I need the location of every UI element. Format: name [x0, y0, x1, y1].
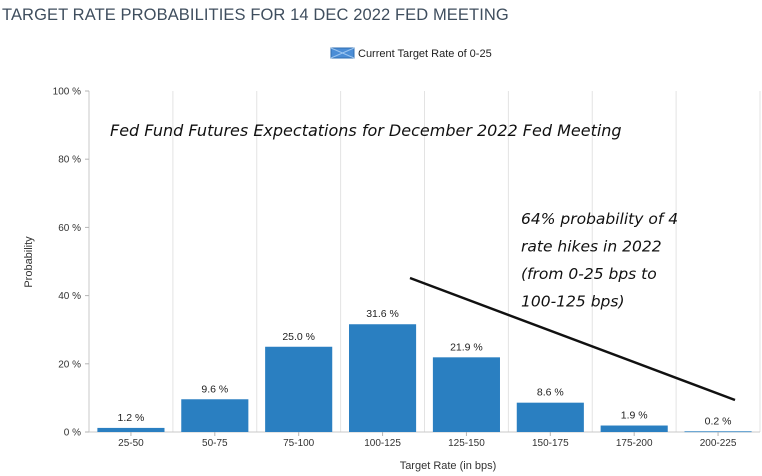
y-tick-label: 0 %: [64, 428, 81, 439]
annotation-headline: Fed Fund Futures Expectations for Decemb…: [110, 121, 622, 140]
annotation-note-line: rate hikes in 2022: [521, 238, 662, 256]
y-tick-label: 40 %: [58, 291, 81, 302]
x-tick-label: 150-175: [532, 438, 569, 449]
data-label: 25.0 %: [282, 331, 315, 343]
y-tick-label: 20 %: [58, 359, 81, 370]
annotation-note-line: (from 0-25 bps to: [521, 265, 657, 283]
x-tick-label: 50-75: [202, 438, 228, 449]
legend-label: Current Target Rate of 0-25: [358, 48, 492, 60]
x-tick-label: 200-225: [700, 438, 737, 449]
data-label: 21.9 %: [450, 341, 483, 353]
bar[interactable]: [432, 357, 500, 432]
chart-title: TARGET RATE PROBABILITIES FOR 14 DEC 202…: [2, 6, 509, 24]
bar[interactable]: [349, 324, 417, 432]
x-tick-label: 25-50: [118, 438, 144, 449]
y-tick-label: 80 %: [58, 155, 81, 166]
data-label: 8.6 %: [537, 387, 564, 399]
x-tick-label: 100-125: [364, 438, 401, 449]
legend-swatch-hatch: [330, 47, 355, 59]
bar[interactable]: [265, 346, 333, 432]
bar[interactable]: [181, 399, 249, 432]
data-label: 1.9 %: [621, 410, 648, 422]
annotation-note: 64% probability of 4 rate hikes in 2022 (f…: [521, 210, 678, 311]
bar[interactable]: [600, 425, 668, 432]
annotation-note-line: 100-125 bps): [521, 293, 625, 311]
y-tick-label: 60 %: [58, 223, 81, 234]
y-tick-label: 100 %: [53, 87, 81, 98]
x-tick-label: 75-100: [283, 438, 315, 449]
annotation-note-line: 64% probability of 4: [521, 210, 678, 228]
plot-area: 0 % 20 % 40 % 60 % 80 % 100 % 1.2 % 25-50 9.6 % 5…: [53, 87, 761, 449]
data-label: 0.2 %: [705, 415, 732, 427]
bar[interactable]: [516, 402, 584, 432]
data-label: 31.6 %: [366, 308, 399, 320]
y-axis-label: Probability: [23, 236, 35, 288]
bar[interactable]: [684, 431, 752, 433]
x-axis-label: Target Rate (in bps): [400, 460, 497, 472]
x-tick-label: 125-150: [448, 438, 485, 449]
bar[interactable]: [97, 427, 165, 432]
legend[interactable]: Current Target Rate of 0-25: [330, 47, 492, 60]
data-label: 9.6 %: [201, 383, 228, 395]
data-label: 1.2 %: [118, 412, 145, 424]
annotation-arrow-line: [409, 276, 736, 402]
x-tick-label: 175-200: [616, 438, 653, 449]
